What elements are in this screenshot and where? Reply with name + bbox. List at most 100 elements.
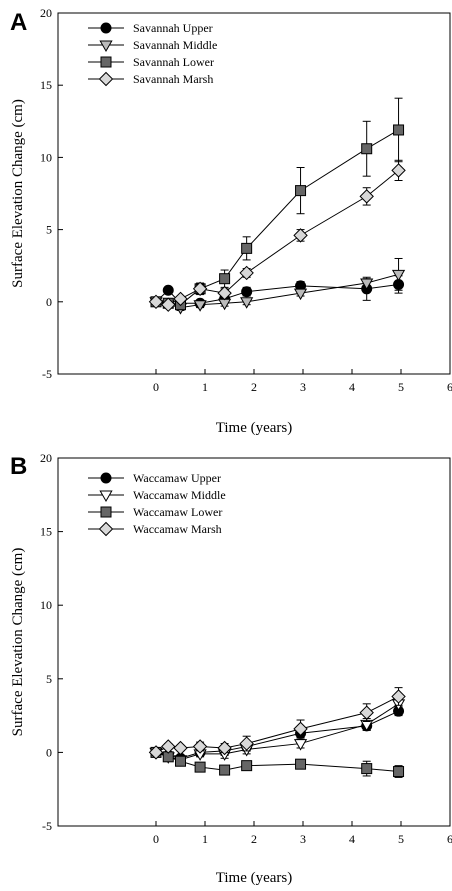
data-point [360,278,374,291]
legend: Waccamaw Upper Waccamaw Middle Waccamaw Lo… [88,471,226,537]
legend: Savannah Upper Savannah Middle Savannah Lo… [88,21,217,87]
x-tick-label: 5 [398,832,404,846]
x-tick-label: 6 [447,832,452,846]
x-tick-label: 3 [300,832,306,846]
legend-label: Savannah Middle [133,38,217,52]
data-point [293,739,308,751]
y-tick-label: 10 [40,150,52,164]
data-point [148,294,164,310]
y-axis-label: Surface Elevation Change (cm) [10,99,26,288]
data-point [239,265,254,281]
y-tick-label: 15 [40,78,52,92]
y-tick-label: 5 [46,223,52,237]
legend-label: Waccamaw Marsh [133,522,222,536]
series-waccamaw-lower [150,746,405,778]
y-tick-label: 0 [46,295,52,309]
series-savannah-lower [150,97,405,311]
x-axis-label: Time (years) [216,420,293,436]
data-point [161,739,176,754]
y-tick-label: 20 [40,6,52,20]
x-tick-label: 0 [153,832,159,846]
data-point [359,189,374,204]
legend-marker [99,40,113,53]
data-point [173,291,188,307]
data-point [239,736,254,751]
panel-letter: B [10,453,27,480]
data-point [391,269,406,282]
x-tick-label: 0 [153,380,159,394]
panel-letter: A [10,9,27,36]
data-point [175,755,186,767]
legend-label: Savannah Lower [133,55,214,69]
legend-marker [100,22,112,34]
x-tick-label: 4 [349,380,355,394]
y-tick-label: 10 [40,598,52,612]
legend-marker [100,506,112,518]
data-point [219,273,231,285]
data-point [194,761,206,773]
y-tick-label: 5 [46,672,52,686]
data-point [361,143,373,155]
data-point [393,124,405,136]
series-waccamaw-marsh [148,687,406,760]
legend-label: Waccamaw Upper [133,471,221,485]
x-tick-label: 2 [251,380,257,394]
legend-marker [98,521,114,537]
data-point [393,766,405,778]
x-tick-label: 4 [349,832,355,846]
data-point [391,689,406,704]
x-tick-label: 1 [202,832,208,846]
data-point [293,288,308,301]
series-savannah-marsh [148,159,406,312]
legend-marker [100,472,112,484]
data-point [295,758,307,770]
data-point [217,740,232,756]
data-point [241,760,253,772]
series-line [155,170,399,306]
series-savannah-middle [149,257,406,315]
y-tick-label: 15 [40,525,52,539]
data-point [240,297,254,309]
data-point [162,284,174,296]
x-tick-label: 6 [447,380,452,394]
x-tick-label: 5 [398,380,404,394]
legend-label: Waccamaw Middle [133,488,226,502]
legend-label: Waccamaw Lower [133,505,222,519]
x-tick-label: 3 [300,380,306,394]
data-point [391,163,406,178]
plot-frame [57,12,451,375]
legend-marker [98,71,114,87]
data-point [217,298,232,311]
data-point [219,764,231,776]
data-point [241,242,253,254]
legend-label: Savannah Marsh [133,72,213,86]
data-point [173,740,188,756]
data-point [293,228,308,243]
legend-marker [100,56,112,68]
data-point [293,721,308,737]
data-point [217,285,232,301]
x-axis-label: Time (years) [216,870,293,886]
legend-label: Savannah Upper [133,21,213,35]
data-point [193,300,207,312]
series-line [155,129,399,306]
chart-panel-a: A -5 0 5 10 15 20 0 1 2 3 4 5 6 Time (years) Surface El… [10,6,452,436]
chart-panel-b: B -5 0 5 10 15 20 0 1 2 3 4 5 6 Time (years) Surface El… [10,451,452,886]
legend-marker [99,490,113,503]
data-point [359,705,374,720]
data-point [148,745,164,760]
data-point [295,185,307,197]
data-point [192,739,208,754]
x-tick-label: 2 [251,832,257,846]
x-tick-label: 1 [202,380,208,394]
data-point [241,286,253,298]
y-tick-label: -5 [42,819,52,833]
data-point [192,281,208,297]
data-point [161,297,176,312]
data-point [361,763,373,775]
y-axis-label: Surface Elevation Change (cm) [10,548,26,737]
y-tick-label: 0 [46,745,52,759]
y-tick-label: 20 [40,451,52,465]
